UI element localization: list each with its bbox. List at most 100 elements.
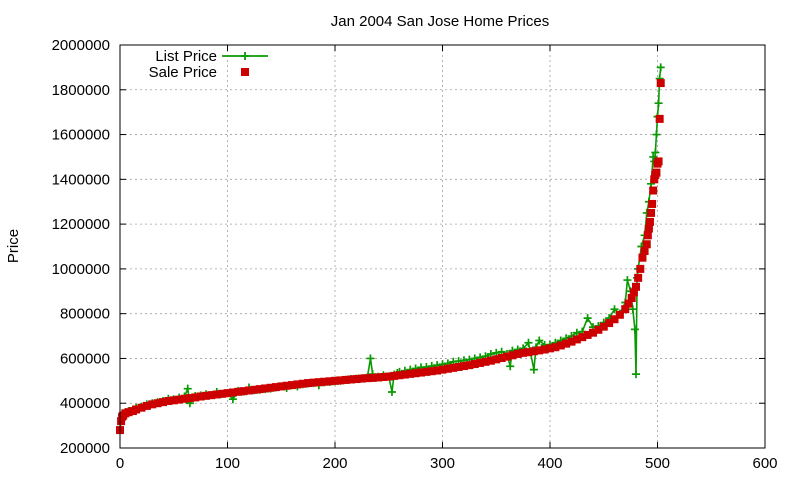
- sale-price-point: [640, 246, 649, 255]
- series-layer: [116, 63, 665, 435]
- x-tick-label: 600: [752, 455, 777, 472]
- list-price-point: [366, 354, 375, 363]
- sale-price-point: [540, 345, 549, 354]
- sale-price-point: [212, 390, 221, 399]
- y-tick-label: 800000: [60, 306, 110, 323]
- sale-price-point: [180, 394, 189, 403]
- y-tick-label: 1200000: [52, 216, 110, 233]
- sale-price-point: [390, 371, 399, 380]
- x-tick-label: 200: [322, 455, 347, 472]
- sale-price-point: [621, 305, 630, 314]
- list-price-point: [652, 130, 661, 139]
- sale-price-point: [634, 273, 643, 282]
- sale-price-point: [117, 417, 126, 426]
- sale-price-point: [650, 175, 659, 184]
- sale-price-point: [250, 385, 259, 394]
- list-price-point: [183, 384, 192, 393]
- sale-price-point: [551, 343, 560, 352]
- sale-price-point: [239, 387, 248, 396]
- sale-price-point: [406, 369, 415, 378]
- legend: List Price Sale Price: [149, 48, 268, 81]
- sale-price-point: [632, 282, 640, 291]
- sale-price-point: [652, 168, 661, 177]
- sale-price-point: [400, 370, 409, 379]
- sale-price-point: [643, 231, 652, 240]
- list-price-point: [628, 305, 637, 314]
- sale-price-point: [169, 396, 178, 405]
- y-tick-label: 200000: [60, 440, 110, 457]
- list-price-point: [572, 328, 581, 337]
- sale-price-point: [605, 319, 614, 328]
- sale-price-point: [615, 310, 624, 319]
- y-axis-label: Price: [5, 229, 22, 263]
- sale-price-point: [347, 375, 356, 384]
- list-price-point: [623, 276, 632, 285]
- sale-price-point: [599, 322, 608, 331]
- legend-marker-list-price: [241, 52, 249, 60]
- sale-price-point: [417, 368, 425, 377]
- sale-price-point: [255, 385, 264, 394]
- sale-price-point: [589, 328, 597, 337]
- sale-price-point: [331, 376, 339, 385]
- y-tick-label: 1600000: [52, 127, 110, 144]
- tick-layer: 0 100 200 300 400 500 600 200000 400000 600000 800…: [52, 37, 778, 472]
- sale-price-point: [411, 369, 420, 378]
- list-price-point: [524, 338, 533, 347]
- y-tick-label: 1800000: [52, 82, 110, 99]
- sale-price-point: [645, 217, 654, 226]
- x-tick-label: 0: [116, 455, 124, 472]
- sale-price-point: [124, 408, 133, 417]
- list-price-point: [651, 148, 660, 157]
- sale-price-point: [191, 393, 200, 402]
- list-price-point: [610, 305, 619, 314]
- sale-price-point: [465, 361, 474, 370]
- y-tick-label: 2000000: [52, 37, 110, 54]
- sale-price-point: [357, 374, 366, 383]
- sale-price-point: [266, 383, 275, 392]
- sale-price-point: [438, 365, 447, 374]
- sale-price-point: [352, 375, 361, 384]
- sale-price-point: [164, 396, 173, 405]
- list-price-point: [656, 63, 665, 72]
- list-price-point: [649, 152, 658, 161]
- sale-price-point: [132, 405, 141, 414]
- sale-price-point: [277, 382, 286, 391]
- sale-price-point: [567, 337, 576, 346]
- sale-price-point: [234, 387, 243, 396]
- sale-price-point: [341, 375, 350, 384]
- sale-price-point: [153, 399, 162, 408]
- sale-price-point: [175, 395, 184, 404]
- x-tick-label: 400: [537, 455, 562, 472]
- sale-price-point: [654, 157, 663, 166]
- sale-price-point: [374, 373, 382, 382]
- list-price-point: [228, 395, 237, 404]
- sale-price-point: [207, 391, 216, 400]
- sale-price-point: [309, 378, 318, 387]
- sale-price-point: [223, 389, 232, 398]
- y-tick-label: 600000: [60, 350, 110, 367]
- legend-label-list-price: List Price: [155, 48, 217, 65]
- sale-price-point: [486, 356, 495, 365]
- sale-price-point: [325, 377, 334, 386]
- sale-price-point: [656, 79, 665, 88]
- list-price-point: [486, 349, 495, 358]
- sale-price-point: [460, 362, 468, 371]
- y-tick-label: 1400000: [52, 171, 110, 188]
- sale-price-point: [368, 373, 377, 382]
- sale-price-point: [513, 349, 522, 358]
- x-tick-label: 300: [430, 455, 455, 472]
- sale-price-point: [228, 388, 237, 397]
- sale-price-point: [594, 325, 603, 334]
- list-price-point: [654, 99, 663, 108]
- sale-price-point: [427, 367, 436, 376]
- sale-price-point: [481, 357, 490, 366]
- sale-price-point: [624, 299, 633, 308]
- sale-price-point: [454, 362, 463, 371]
- sale-price-point: [293, 380, 302, 389]
- sale-price-point: [304, 379, 313, 388]
- sale-price-point: [638, 253, 647, 262]
- sale-price-point: [159, 398, 167, 407]
- sale-price-point: [142, 401, 151, 410]
- sale-price-point: [562, 339, 571, 348]
